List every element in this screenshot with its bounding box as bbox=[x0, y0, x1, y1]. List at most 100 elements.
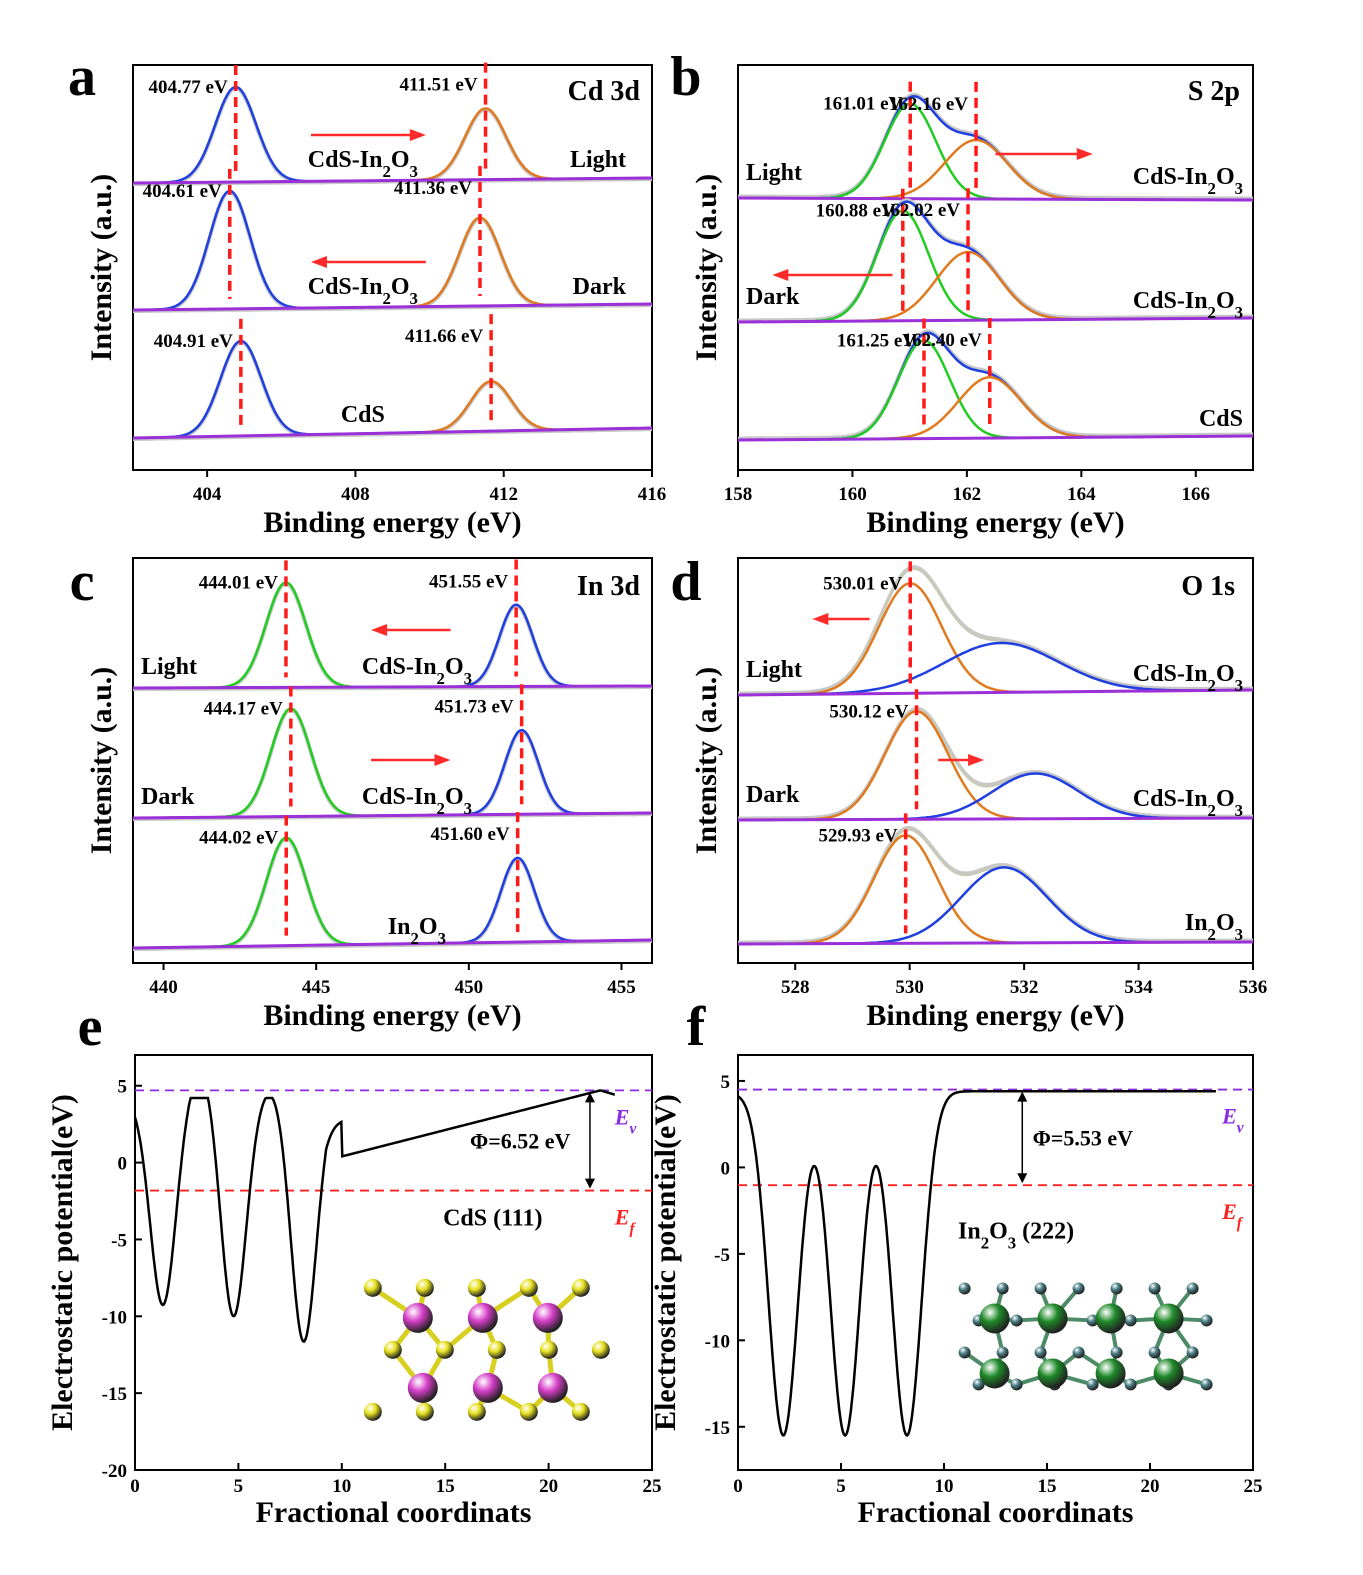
x-tick-label: 160 bbox=[838, 484, 867, 505]
y-axis-label: Intensity (a.u.) bbox=[690, 174, 723, 362]
panel-title: In 3d bbox=[577, 571, 640, 602]
s-atom bbox=[363, 1278, 382, 1297]
potential-curve bbox=[737, 1090, 1216, 1437]
x-tick-label: 0 bbox=[130, 1476, 140, 1497]
fermi-level-label: Ef bbox=[614, 1205, 637, 1238]
x-tick-label: 528 bbox=[781, 977, 810, 998]
raw-spectrum bbox=[133, 339, 652, 441]
cd-atom bbox=[407, 1372, 438, 1403]
panel-frame bbox=[737, 557, 1254, 964]
fit-peak bbox=[738, 866, 1253, 946]
panel-frame bbox=[134, 1054, 653, 1471]
in-atom bbox=[1095, 1303, 1126, 1334]
peak-label: 160.88 eV bbox=[816, 201, 895, 222]
o-atom bbox=[958, 1346, 971, 1359]
y-axis-label: Electrostatic potential(eV) bbox=[46, 1094, 79, 1431]
condition-label: Dark bbox=[746, 284, 800, 310]
o-atom bbox=[1124, 1378, 1137, 1391]
o-atom bbox=[1110, 1346, 1123, 1359]
s-atom bbox=[539, 1340, 558, 1359]
o-atom bbox=[1034, 1282, 1047, 1295]
sample-label: CdS bbox=[1199, 406, 1243, 432]
x-tick-label: 20 bbox=[1141, 1476, 1160, 1497]
peak-label: 404.91 eV bbox=[154, 331, 233, 352]
x-axis-label: Fractional coordinats bbox=[858, 1496, 1134, 1529]
x-tick-label: 166 bbox=[1182, 484, 1211, 505]
peak-label: 162.02 eV bbox=[881, 200, 960, 221]
condition-label: Dark bbox=[746, 782, 800, 808]
raw-spectrum bbox=[738, 92, 1253, 200]
panel-letter: d bbox=[670, 551, 701, 613]
y-tick-label: -10 bbox=[705, 1331, 730, 1352]
x-tick-label: 0 bbox=[733, 1476, 743, 1497]
shift-arrowhead bbox=[1076, 148, 1093, 160]
fit-peak bbox=[738, 834, 1253, 946]
s-atom bbox=[363, 1402, 382, 1421]
x-tick-label: 404 bbox=[193, 484, 222, 505]
x-tick-label: 162 bbox=[953, 484, 982, 505]
s-atom bbox=[519, 1278, 538, 1297]
o-atom bbox=[1148, 1346, 1161, 1359]
peak-label: 411.51 eV bbox=[399, 75, 477, 96]
baseline bbox=[132, 302, 653, 312]
s-atom bbox=[519, 1402, 538, 1421]
cd-atom bbox=[402, 1302, 433, 1333]
condition-label: Light bbox=[570, 147, 626, 173]
in-atom bbox=[1095, 1358, 1126, 1389]
peak-label: 444.01 eV bbox=[199, 572, 278, 593]
in-atom bbox=[979, 1358, 1010, 1389]
o-atom bbox=[1186, 1282, 1199, 1295]
x-tick-label: 416 bbox=[638, 484, 667, 505]
sample-label: CdS-In2O3 bbox=[1133, 661, 1243, 695]
peak-label: 161.25 eV bbox=[837, 331, 916, 352]
o-atom bbox=[1086, 1314, 1099, 1327]
shift-arrowhead bbox=[371, 624, 388, 636]
cd-atom bbox=[537, 1372, 568, 1403]
panel-title: O 1s bbox=[1181, 571, 1235, 602]
panel-letter: a bbox=[68, 46, 96, 108]
x-tick-label: 15 bbox=[1038, 1476, 1057, 1497]
panel-e: 0 5 10 15 20 25 5 0 -5 -10 -15 -20 Fractional coordi… bbox=[46, 996, 662, 1529]
fit-peak bbox=[738, 376, 1253, 442]
y-tick-label: -15 bbox=[705, 1418, 730, 1439]
x-tick-label: 440 bbox=[149, 977, 178, 998]
s-atom bbox=[591, 1340, 610, 1359]
in-atom bbox=[1037, 1303, 1068, 1334]
peak-label: 404.61 eV bbox=[143, 181, 222, 202]
peak-label: 411.36 eV bbox=[394, 178, 472, 199]
x-tick-label: 450 bbox=[455, 977, 484, 998]
panel-title: S 2p bbox=[1188, 76, 1240, 107]
x-axis-label: Binding energy (eV) bbox=[866, 999, 1124, 1032]
peak-label: 411.66 eV bbox=[405, 326, 483, 347]
panel-d: 528 530 532 534 536 Binding energy (eV) Intens… bbox=[670, 551, 1267, 1032]
structure-label: CdS (111) bbox=[443, 1206, 542, 1232]
baseline bbox=[132, 176, 653, 185]
s-atom bbox=[467, 1278, 486, 1297]
condition-label: Light bbox=[141, 654, 197, 680]
y-tick-label: 5 bbox=[721, 1072, 731, 1093]
y-axis-label: Intensity (a.u.) bbox=[690, 667, 723, 855]
x-tick-label: 455 bbox=[607, 977, 636, 998]
peak-label: 451.55 eV bbox=[429, 572, 508, 593]
x-axis-label: Fractional coordinats bbox=[256, 1496, 532, 1529]
baseline bbox=[737, 816, 1254, 822]
y-tick-label: 5 bbox=[118, 1077, 128, 1098]
structure-label: In2O3 (222) bbox=[958, 1218, 1074, 1252]
sample-label: CdS bbox=[341, 402, 385, 428]
shift-arrowhead bbox=[310, 256, 327, 268]
raw-spectrum bbox=[738, 565, 1253, 695]
o-atom bbox=[958, 1282, 971, 1295]
peak-label: 529.93 eV bbox=[819, 825, 898, 846]
panel-frame bbox=[132, 64, 653, 471]
x-tick-label: 158 bbox=[724, 484, 753, 505]
x-axis-label: Binding energy (eV) bbox=[263, 999, 521, 1032]
y-axis-label: Electrostatic potential(eV) bbox=[649, 1094, 682, 1431]
s-atom bbox=[415, 1402, 434, 1421]
peak-label: 530.12 eV bbox=[829, 701, 908, 722]
x-axis-label: Binding energy (eV) bbox=[866, 506, 1124, 539]
panel-frame bbox=[737, 1054, 1254, 1471]
s-atom bbox=[487, 1340, 506, 1359]
peak-label: 451.73 eV bbox=[434, 696, 513, 717]
peak-label: 161.01 eV bbox=[823, 94, 902, 115]
